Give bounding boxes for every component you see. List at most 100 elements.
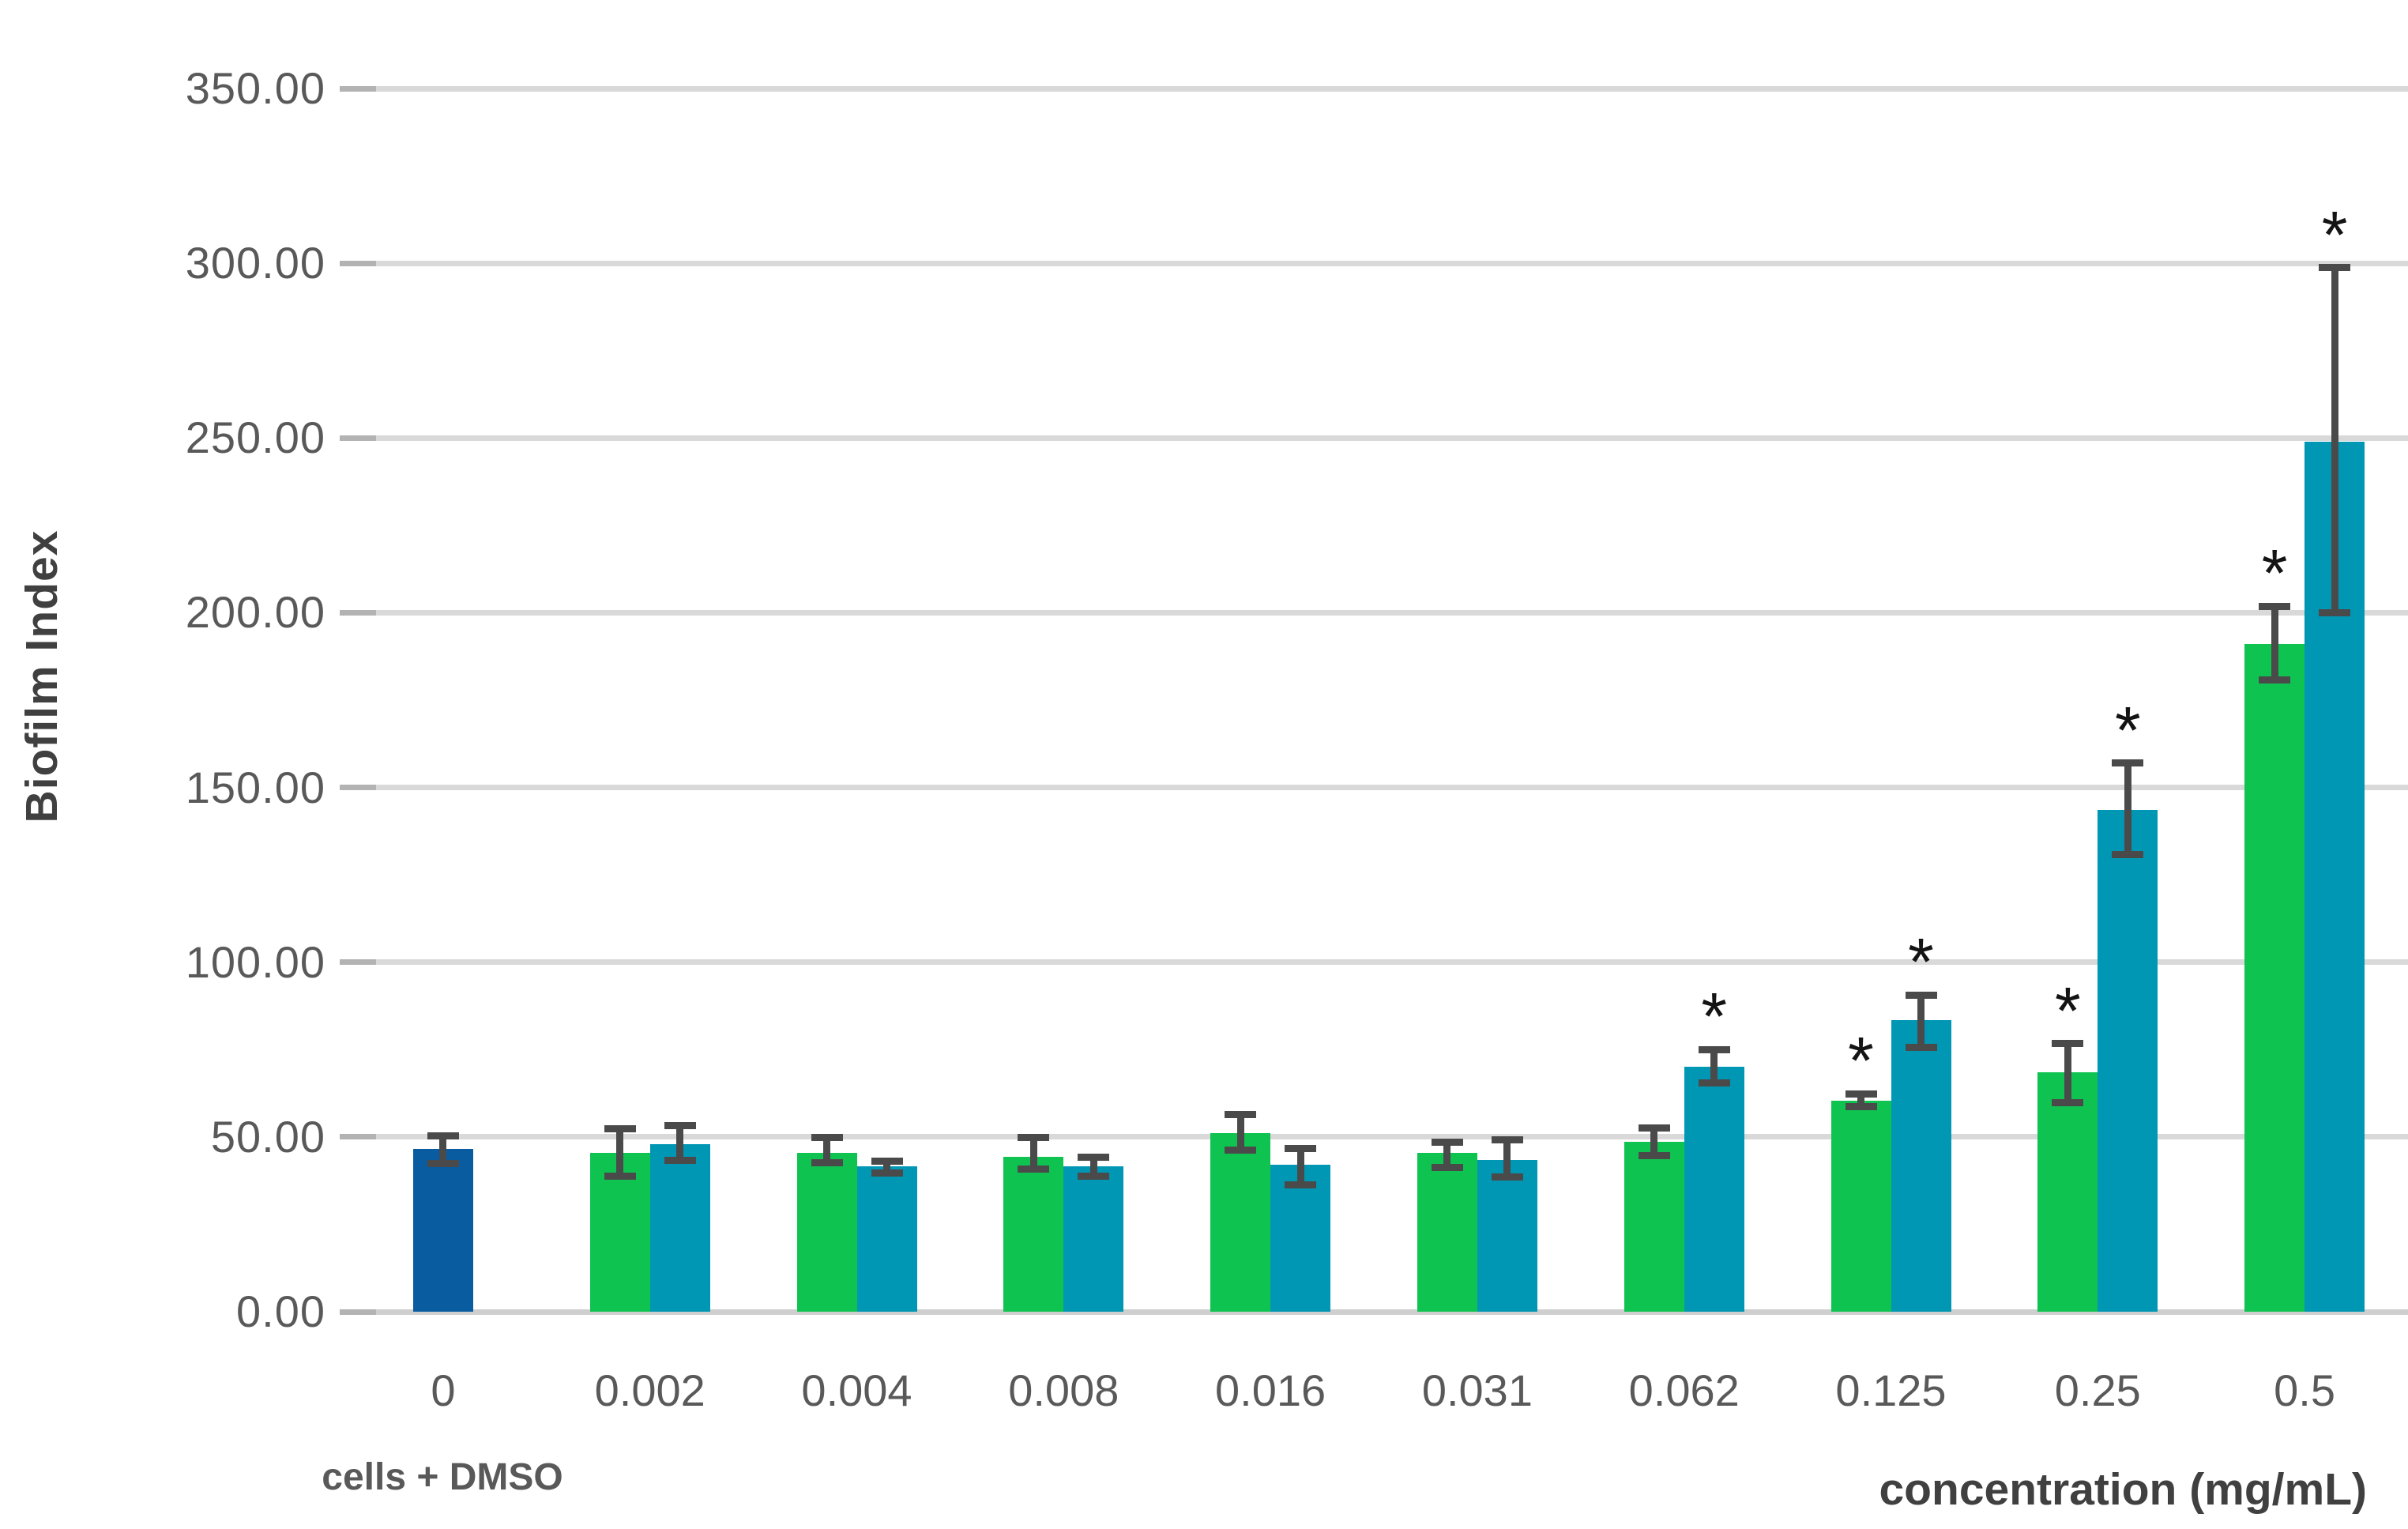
- x-tick-label-0.125: 0.125: [1835, 1365, 1947, 1415]
- error-bar-cap-bottom: [664, 1156, 696, 1164]
- error-bar-cap-top: [1845, 1090, 1877, 1098]
- bar-0.008-series1: [1003, 1156, 1064, 1312]
- error-bar-0-control: [439, 1135, 447, 1164]
- error-bar-cap-top: [1018, 1134, 1050, 1142]
- error-bar-cap-top: [1078, 1154, 1110, 1161]
- error-bar-0.002-series1: [616, 1128, 624, 1177]
- x-tick-label-0.016: 0.016: [1215, 1365, 1326, 1415]
- error-bar-cap-bottom: [1698, 1079, 1730, 1087]
- error-bar-0.004-series1: [823, 1137, 830, 1163]
- error-bar-cap-bottom: [1431, 1163, 1463, 1171]
- y-axis-tick: [340, 435, 376, 441]
- significance-star-0.5-series1: *: [2261, 536, 2288, 611]
- error-bar-cap-top: [2052, 1040, 2084, 1048]
- error-bar-0.016-series1: [1236, 1114, 1244, 1151]
- x-tick-label-0.008: 0.008: [1008, 1365, 1119, 1415]
- significance-star-0.25-series2: *: [2114, 692, 2141, 767]
- control-category-sublabel: cells + DMSO: [322, 1456, 563, 1498]
- error-bar-cap-top: [427, 1132, 459, 1140]
- significance-star-0.5-series2: *: [2321, 197, 2348, 272]
- error-bar-cap-top: [2319, 264, 2351, 272]
- gridline-150.00: [340, 785, 2408, 791]
- error-bar-0.008-series2: [1089, 1157, 1097, 1177]
- error-bar-0.5-series1: [2271, 606, 2278, 680]
- error-bar-cap-top: [1698, 1045, 1730, 1053]
- x-tick-label-0.25: 0.25: [2054, 1365, 2141, 1415]
- gridline-350.00: [340, 85, 2408, 92]
- bar-0.016-series1: [1210, 1133, 1271, 1312]
- x-tick-label-0.5: 0.5: [2274, 1365, 2336, 1415]
- y-axis-title: Biofilm Index: [17, 529, 67, 823]
- y-tick-label: 0.00: [236, 1286, 325, 1336]
- error-bar-cap-bottom: [871, 1169, 903, 1177]
- error-bar-cap-top: [1491, 1136, 1523, 1144]
- significance-star-0.25-series1: *: [2054, 973, 2081, 1048]
- bar-0.125-series2: [1891, 1019, 1951, 1312]
- error-bar-cap-bottom: [1078, 1172, 1110, 1180]
- error-bar-cap-bottom: [1905, 1043, 1937, 1051]
- y-axis-tick: [340, 1309, 376, 1315]
- error-bar-cap-top: [2259, 602, 2291, 610]
- significance-star-0.125-series2: *: [1908, 925, 1934, 1000]
- error-bar-cap-bottom: [1225, 1146, 1257, 1154]
- gridline-300.00: [340, 260, 2408, 266]
- y-tick-label: 150.00: [185, 762, 325, 812]
- gridline-50.00: [340, 1134, 2408, 1140]
- error-bar-0.062-series1: [1650, 1128, 1658, 1156]
- error-bar-cap-bottom: [2052, 1098, 2084, 1106]
- x-tick-label-0.062: 0.062: [1628, 1365, 1740, 1415]
- bar-0.125-series1: [1830, 1100, 1891, 1312]
- error-bar-0.062-series2: [1710, 1049, 1718, 1083]
- error-bar-cap-top: [2112, 759, 2144, 767]
- gridline-250.00: [340, 435, 2408, 441]
- error-bar-cap-bottom: [2259, 676, 2291, 684]
- bar-0.031-series2: [1477, 1159, 1537, 1312]
- x-tick-label-0: 0: [431, 1365, 456, 1415]
- bar-0-control: [412, 1149, 473, 1312]
- error-bar-cap-bottom: [2319, 608, 2351, 616]
- error-bar-0.031-series2: [1503, 1139, 1511, 1177]
- error-bar-cap-top: [604, 1125, 636, 1133]
- error-bar-cap-top: [1225, 1111, 1257, 1119]
- bar-0.25-series1: [2037, 1072, 2098, 1312]
- bar-0.002-series2: [649, 1143, 710, 1312]
- gridline-0.00: [340, 1309, 2408, 1315]
- error-bar-0.125-series2: [1917, 995, 1925, 1048]
- bar-0.5-series1: [2244, 644, 2305, 1312]
- significance-star-0.062-series2: *: [1701, 979, 1728, 1054]
- y-axis-tick: [340, 1134, 376, 1140]
- bar-0.004-series1: [796, 1153, 857, 1312]
- bar-0.004-series2: [856, 1166, 917, 1312]
- x-tick-label-0.004: 0.004: [801, 1365, 912, 1415]
- error-bar-0.016-series2: [1296, 1148, 1304, 1185]
- bar-0.008-series2: [1063, 1166, 1124, 1312]
- error-bar-0.25-series1: [2064, 1043, 2071, 1103]
- error-bar-cap-bottom: [1285, 1181, 1317, 1189]
- y-tick-label: 200.00: [185, 587, 325, 638]
- error-bar-cap-bottom: [1491, 1173, 1523, 1181]
- error-bar-cap-top: [871, 1158, 903, 1166]
- y-tick-label: 300.00: [185, 238, 325, 288]
- y-tick-label: 100.00: [185, 936, 325, 987]
- y-axis-tick: [340, 260, 376, 266]
- error-bar-cap-top: [1905, 991, 1937, 999]
- y-tick-label: 350.00: [185, 63, 325, 113]
- error-bar-cap-bottom: [604, 1172, 636, 1180]
- y-tick-label: 50.00: [210, 1111, 325, 1162]
- error-bar-0.125-series1: [1857, 1094, 1864, 1107]
- bar-0.062-series1: [1624, 1142, 1684, 1312]
- y-axis-tick: [340, 609, 376, 616]
- error-bar-cap-top: [1285, 1144, 1317, 1152]
- error-bar-cap-bottom: [427, 1159, 459, 1167]
- error-bar-cap-bottom: [1018, 1166, 1050, 1173]
- x-tick-label-0.031: 0.031: [1421, 1365, 1533, 1415]
- error-bar-0.5-series2: [2331, 267, 2338, 613]
- bar-0.031-series1: [1417, 1152, 1477, 1312]
- y-axis-tick: [340, 959, 376, 966]
- y-tick-label: 250.00: [185, 412, 325, 463]
- error-bar-cap-bottom: [1638, 1151, 1670, 1159]
- error-bar-cap-top: [664, 1121, 696, 1129]
- error-bar-0.004-series2: [883, 1161, 890, 1173]
- error-bar-cap-bottom: [1845, 1103, 1877, 1111]
